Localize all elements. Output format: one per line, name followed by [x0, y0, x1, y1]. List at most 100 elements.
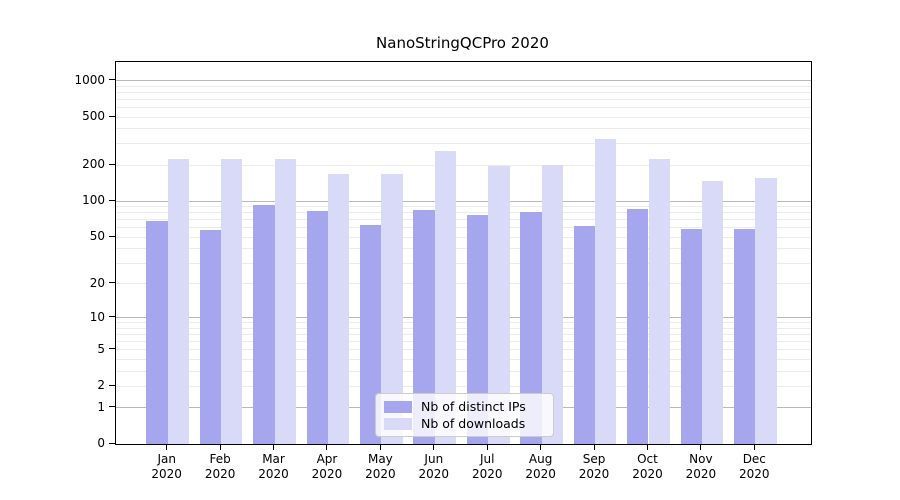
y-tick-label: 500 — [82, 109, 105, 124]
gridline-minor — [116, 370, 811, 372]
bar-distinct-ips — [253, 204, 275, 444]
x-tick-label-year: 2020 — [578, 467, 610, 481]
bar-distinct-ips — [413, 209, 435, 444]
x-tick-mark — [753, 444, 755, 450]
x-tick-mark — [433, 444, 435, 450]
bar-distinct-ips — [199, 229, 222, 444]
gridline-minor — [116, 349, 811, 351]
plot-area — [115, 61, 812, 445]
gridline-minor — [116, 341, 811, 343]
y-tick-mark — [109, 79, 115, 81]
gridline-major — [116, 200, 811, 202]
y-tick-mark — [109, 235, 115, 237]
x-tick-label: Nov 2020 — [671, 452, 731, 482]
x-tick-label-year: 2020 — [151, 467, 182, 481]
y-tick-mark — [109, 282, 115, 284]
legend-label-downloads: Nb of downloads — [421, 416, 526, 431]
x-tick-label: Jul 2020 — [457, 452, 517, 482]
x-tick-label: Jan 2020 — [137, 452, 197, 482]
x-tick-mark — [486, 444, 488, 450]
x-tick-mark — [700, 444, 702, 450]
legend-swatch-distinct-ips-icon — [384, 400, 412, 413]
y-tick-label: 0 — [97, 436, 105, 450]
bar-distinct-ips — [520, 212, 542, 444]
x-tick-label: Mar 2020 — [244, 452, 304, 482]
x-tick-label-month: Apr — [316, 452, 338, 466]
legend: Nb of distinct IPs Nb of downloads — [375, 393, 554, 437]
bar-downloads — [541, 164, 563, 444]
gridline-minor — [116, 358, 811, 360]
bar-distinct-ips — [734, 228, 756, 444]
gridline-minor — [116, 236, 811, 238]
x-tick-mark — [273, 444, 275, 450]
bar-downloads — [595, 139, 617, 444]
x-tick-label-month: Feb — [209, 452, 231, 466]
y-tick-label: 200 — [82, 157, 105, 172]
legend-item-distinct-ips: Nb of distinct IPs — [384, 399, 545, 414]
bar-downloads — [434, 150, 457, 444]
chart-title: NanoStringQCPro 2020 — [376, 34, 549, 52]
gridline-minor — [116, 322, 811, 324]
x-tick-label: Dec 2020 — [724, 452, 784, 482]
gridline-minor — [116, 212, 811, 214]
bar-downloads — [328, 173, 350, 444]
bar-downloads — [274, 159, 296, 444]
x-tick-label-year: 2020 — [685, 467, 717, 481]
gridline-minor — [116, 143, 811, 145]
gridline-minor — [116, 107, 811, 109]
x-tick-mark — [540, 444, 542, 450]
legend-item-downloads: Nb of downloads — [384, 416, 545, 431]
y-tick-mark — [109, 384, 115, 386]
x-tick-label-month: Nov — [689, 452, 713, 466]
x-tick-mark — [166, 444, 168, 450]
y-tick-mark — [109, 115, 115, 117]
y-tick-label: 10 — [89, 309, 105, 324]
x-tick-label: Aug 2020 — [511, 452, 571, 482]
y-tick-mark — [109, 199, 115, 201]
bar-downloads — [381, 174, 403, 444]
x-tick-label-month: Jun — [424, 452, 444, 466]
x-tick-mark — [379, 444, 381, 450]
gridline-major — [116, 317, 811, 319]
gridline-minor — [116, 262, 811, 264]
x-tick-label-month: Aug — [528, 452, 553, 466]
x-tick-label-month: Jul — [479, 452, 495, 466]
x-tick-label-month: Jan — [157, 452, 176, 466]
y-tick-label: 1000 — [74, 72, 105, 87]
y-tick-mark — [109, 163, 115, 165]
x-tick-label-year: 2020 — [311, 467, 343, 481]
x-tick-mark — [646, 444, 648, 450]
x-tick-label-month: Sep — [582, 452, 606, 466]
bar-distinct-ips — [306, 211, 328, 444]
x-tick-label: Apr 2020 — [297, 452, 357, 482]
bar-downloads — [755, 177, 777, 444]
bar-distinct-ips — [466, 215, 489, 444]
bar-distinct-ips — [146, 220, 168, 444]
x-tick-label-year: 2020 — [258, 467, 289, 481]
y-tick-label: 1 — [97, 399, 105, 414]
bar-distinct-ips — [680, 228, 702, 444]
y-tick-mark — [109, 406, 115, 408]
x-tick-label-year: 2020 — [418, 467, 450, 481]
y-tick-mark — [109, 348, 115, 350]
gridline-minor — [116, 206, 811, 208]
x-tick-label-year: 2020 — [365, 467, 396, 481]
x-tick-mark — [593, 444, 595, 450]
x-tick-label: Sep 2020 — [564, 452, 624, 482]
gridline-minor — [116, 334, 811, 336]
gridline-minor — [116, 99, 811, 101]
y-tick-mark — [109, 316, 115, 318]
x-tick-label-year: 2020 — [525, 467, 556, 481]
x-tick-label: Oct 2020 — [617, 452, 677, 482]
x-tick-label-year: 2020 — [632, 467, 663, 481]
gridline-minor — [116, 164, 811, 166]
x-tick-label-year: 2020 — [204, 467, 236, 481]
legend-label-distinct-ips: Nb of distinct IPs — [421, 399, 526, 414]
x-tick-label-month: Mar — [262, 452, 285, 466]
bar-distinct-ips — [360, 225, 382, 444]
y-tick-label: 100 — [82, 193, 105, 208]
gridline-minor — [116, 328, 811, 329]
gridline-minor — [116, 227, 811, 229]
gridline-minor — [116, 283, 811, 285]
